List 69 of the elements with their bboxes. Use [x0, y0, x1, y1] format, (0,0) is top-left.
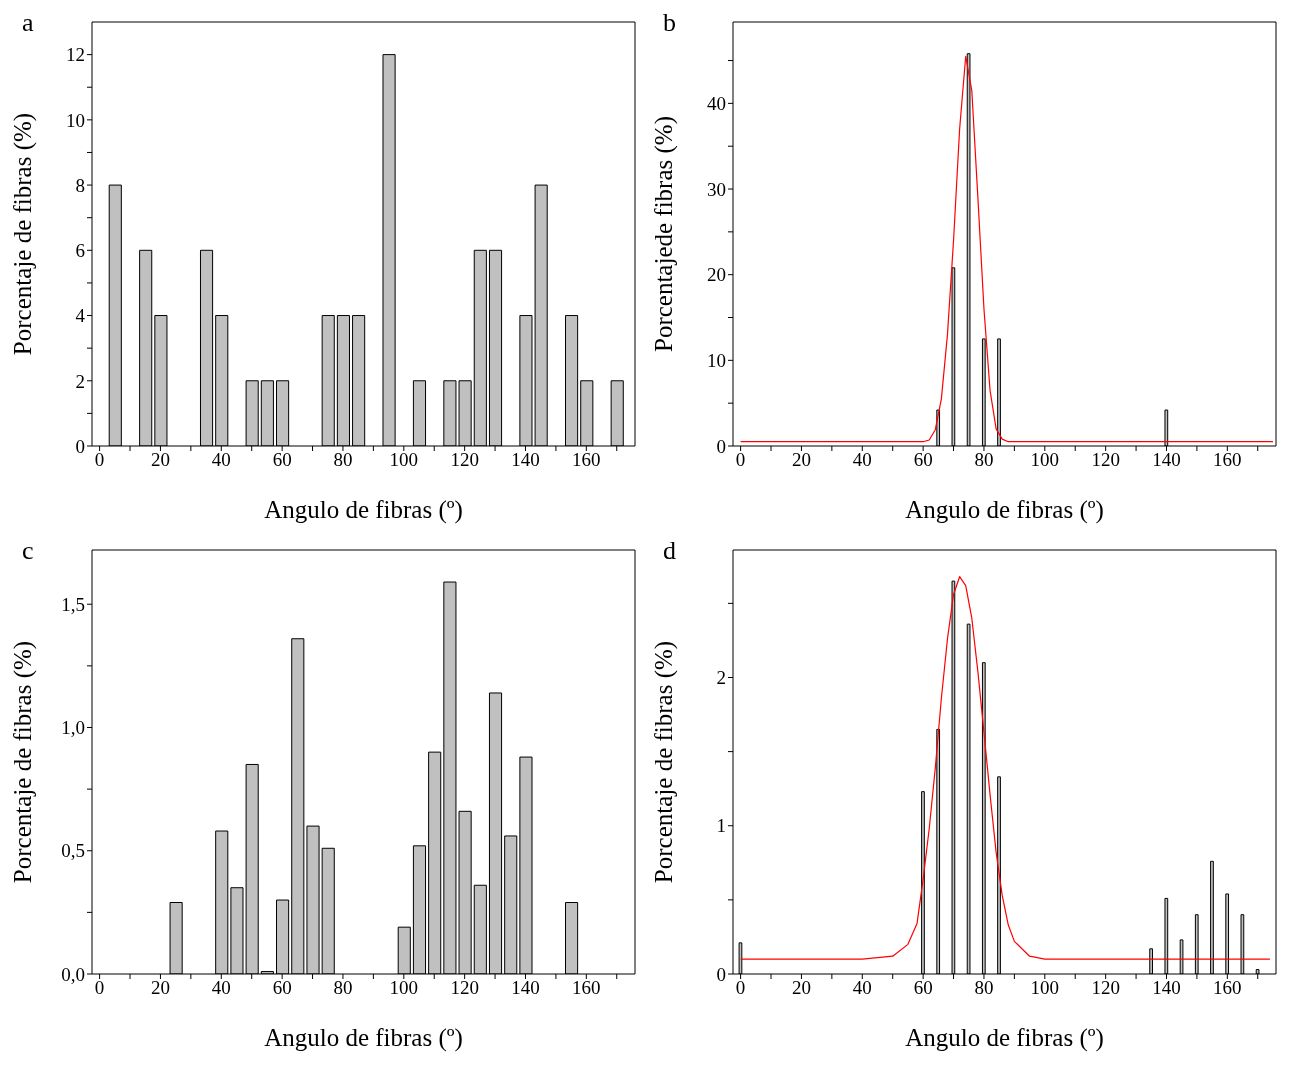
x-axis-title: Angulo de fibras (º) [264, 1024, 463, 1052]
x-tick-label: 100 [389, 449, 419, 471]
chart-title: b [663, 8, 676, 38]
x-tick-label: 40 [211, 977, 231, 999]
y-tick-label: 40 [707, 93, 726, 115]
x-tick-label: 160 [572, 449, 601, 471]
x-tick-label: 160 [1213, 977, 1242, 999]
x-tick-label: 100 [1030, 449, 1060, 471]
x-tick-label: 120 [1091, 977, 1120, 999]
x-tick-label: 80 [333, 449, 353, 471]
y-tick-label: 0 [716, 963, 726, 985]
x-tick-label: 40 [852, 977, 872, 999]
y-tick-label: 6 [75, 240, 85, 262]
x-tick-label: 0 [94, 977, 105, 999]
x-tick-label: 160 [572, 977, 601, 999]
y-axis-title: Porcentaje de fibras (%) [649, 640, 678, 884]
x-tick-label: 80 [974, 449, 994, 471]
y-tick-label: 12 [66, 44, 85, 66]
x-tick-label: 0 [735, 449, 746, 471]
chart-title: d [663, 536, 676, 566]
x-tick-label: 160 [1213, 449, 1242, 471]
x-tick-label: 60 [913, 977, 933, 999]
x-tick-label: 60 [272, 449, 292, 471]
x-tick-label: 60 [272, 977, 292, 999]
x-tick-label: 140 [511, 977, 540, 999]
chart-title: c [22, 536, 34, 566]
y-tick-label: 10 [707, 350, 726, 372]
x-tick-label: 40 [852, 449, 872, 471]
x-tick-label: 60 [913, 449, 933, 471]
line-series [740, 55, 1274, 443]
y-tick-label: 1 [716, 815, 726, 837]
x-tick-label: 140 [1152, 977, 1181, 999]
x-tick-label: 20 [150, 449, 170, 471]
y-tick-label: 0 [75, 435, 85, 457]
x-tick-label: 0 [94, 449, 105, 471]
y-axis-title: Porcentaje de fibras (%) [8, 112, 37, 356]
y-tick-label: 4 [75, 305, 86, 327]
x-tick-label: 120 [450, 449, 479, 471]
x-tick-label: 40 [211, 449, 231, 471]
x-axis-title: Angulo de fibras (º) [905, 1024, 1104, 1052]
y-tick-label: 0 [716, 435, 726, 457]
y-tick-label: 2 [75, 370, 85, 392]
y-tick-label: 2 [716, 667, 726, 689]
x-axis-title: Angulo de fibras (º) [905, 496, 1104, 524]
y-axis-title: Porcentaje de fibras (%) [8, 640, 37, 884]
y-tick-label: 0,5 [61, 840, 85, 862]
x-tick-label: 140 [511, 449, 540, 471]
x-tick-label: 20 [791, 977, 811, 999]
x-tick-label: 0 [735, 977, 746, 999]
y-tick-label: 10 [66, 109, 85, 131]
x-tick-label: 20 [791, 449, 811, 471]
chart-title: a [22, 8, 34, 38]
x-tick-label: 100 [1030, 977, 1060, 999]
x-tick-label: 120 [450, 977, 479, 999]
y-tick-label: 0,0 [61, 963, 85, 985]
x-tick-label: 20 [150, 977, 170, 999]
y-tick-label: 20 [707, 264, 726, 286]
x-tick-label: 100 [389, 977, 419, 999]
x-tick-label: 80 [974, 977, 994, 999]
y-tick-label: 1,5 [61, 593, 85, 615]
y-tick-label: 1,0 [61, 717, 85, 739]
line-series [740, 576, 1271, 960]
y-tick-label: 8 [75, 174, 85, 196]
x-axis-title: Angulo de fibras (º) [264, 496, 463, 524]
y-tick-label: 30 [707, 178, 726, 200]
x-tick-label: 140 [1152, 449, 1181, 471]
x-tick-label: 80 [333, 977, 353, 999]
y-axis-title: Porcentajede fibras (%) [649, 116, 678, 352]
x-tick-label: 120 [1091, 449, 1120, 471]
